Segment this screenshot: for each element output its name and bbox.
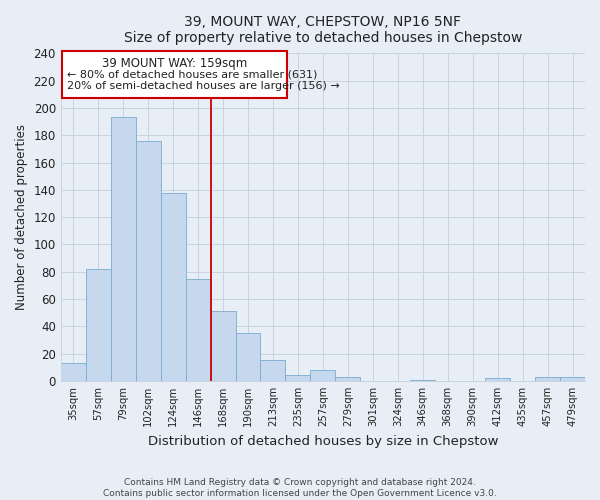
FancyBboxPatch shape — [62, 50, 287, 98]
Bar — [86, 269, 111, 381]
Bar — [560, 377, 585, 381]
Text: 20% of semi-detached houses are larger (156) →: 20% of semi-detached houses are larger (… — [67, 80, 340, 90]
Text: Contains HM Land Registry data © Crown copyright and database right 2024.
Contai: Contains HM Land Registry data © Crown c… — [103, 478, 497, 498]
Bar — [260, 360, 286, 381]
Bar — [185, 278, 211, 381]
Bar — [485, 378, 510, 381]
X-axis label: Distribution of detached houses by size in Chepstow: Distribution of detached houses by size … — [148, 434, 498, 448]
Bar — [61, 363, 86, 381]
Bar — [335, 377, 361, 381]
Bar — [211, 312, 236, 381]
Bar — [535, 377, 560, 381]
Text: 39 MOUNT WAY: 159sqm: 39 MOUNT WAY: 159sqm — [102, 58, 247, 70]
Y-axis label: Number of detached properties: Number of detached properties — [15, 124, 28, 310]
Bar — [136, 140, 161, 381]
Bar — [236, 333, 260, 381]
Title: 39, MOUNT WAY, CHEPSTOW, NP16 5NF
Size of property relative to detached houses i: 39, MOUNT WAY, CHEPSTOW, NP16 5NF Size o… — [124, 15, 522, 45]
Text: ← 80% of detached houses are smaller (631): ← 80% of detached houses are smaller (63… — [67, 70, 317, 80]
Bar — [286, 376, 310, 381]
Bar — [161, 192, 185, 381]
Bar — [410, 380, 435, 381]
Bar — [111, 118, 136, 381]
Bar — [310, 370, 335, 381]
